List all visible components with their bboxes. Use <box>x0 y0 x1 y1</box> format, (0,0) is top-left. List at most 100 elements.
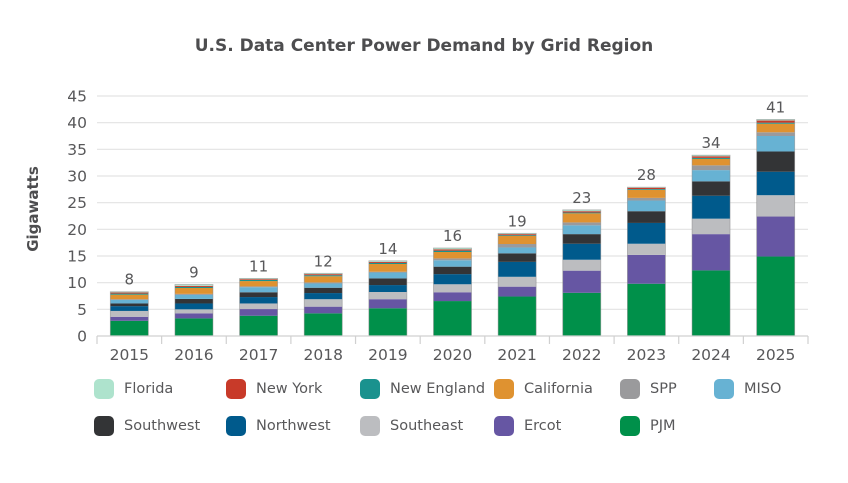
y-tick-label: 40 <box>67 114 87 132</box>
bar-segment-spp <box>756 132 795 136</box>
bar-segment-northwest <box>433 274 472 285</box>
bar-segment-southwest <box>756 151 795 172</box>
bar-segment-miso <box>433 260 472 267</box>
bar-segment-miso <box>110 300 149 304</box>
bar-segment-southeast <box>498 276 537 287</box>
bar-segment-florida <box>368 260 407 262</box>
bar-segment-new-england <box>692 157 731 159</box>
legend-item-spp: SPP <box>620 378 677 400</box>
bar-stack-2024: 34 <box>691 134 731 337</box>
bar-segment-new-york <box>756 120 795 123</box>
legend-item-florida: Florida <box>94 378 173 400</box>
bar-segment-spp <box>498 244 537 248</box>
bar-segment-pjm <box>498 296 537 336</box>
x-tick-label: 2024 <box>691 346 730 364</box>
y-tick-label: 0 <box>77 328 87 346</box>
y-tick-label: 25 <box>67 194 87 212</box>
bar-segment-ercot <box>110 316 149 321</box>
bars: 8 9 11 12 14 16 19 23 28 34 41 <box>109 98 796 337</box>
bar-segment-spp <box>368 271 407 273</box>
chart-title: U.S. Data Center Power Demand by Grid Re… <box>194 36 654 56</box>
legend-item-new-england: New England <box>360 378 485 400</box>
bar-segment-pjm <box>627 283 666 336</box>
bar-total-label: 19 <box>508 212 527 230</box>
bar-segment-florida <box>692 155 731 157</box>
bar-segment-california <box>433 252 472 259</box>
bar-segment-new-england <box>756 122 795 124</box>
bar-segment-southwest <box>433 266 472 275</box>
bar-segment-southeast <box>433 284 472 293</box>
bar-segment-california <box>110 294 149 300</box>
legend-swatch <box>226 416 246 436</box>
bar-segment-southwest <box>692 181 731 196</box>
bar-segment-spp <box>692 165 731 171</box>
legend-swatch <box>620 416 640 436</box>
bar-segment-spp <box>433 258 472 261</box>
bar-segment-northwest <box>692 195 731 219</box>
x-tick-label: 2021 <box>497 346 536 364</box>
bar-segment-southwest <box>498 253 537 262</box>
x-tick-label: 2020 <box>433 346 472 364</box>
bar-stack-2019: 14 <box>368 240 408 337</box>
legend-swatch <box>494 379 514 399</box>
legend-item-southeast: Southeast <box>360 415 463 437</box>
bar-segment-new-england <box>110 293 149 295</box>
legend-item-ercot: Ercot <box>494 415 561 437</box>
legend-swatch <box>94 416 114 436</box>
bar-total-label: 11 <box>249 257 268 275</box>
bar-segment-new-england <box>174 286 213 288</box>
x-tick-label: 2015 <box>110 346 149 364</box>
bar-segment-northwest <box>627 222 666 244</box>
bar-segment-florida <box>562 209 601 212</box>
bar-segment-new-york <box>692 156 731 158</box>
bar-segment-pjm <box>174 318 213 336</box>
legend-label: New England <box>390 381 486 397</box>
bar-segment-northwest <box>498 261 537 277</box>
bar-segment-ercot <box>627 254 666 284</box>
bar-segment-florida <box>756 119 795 121</box>
bar-total-label: 28 <box>637 166 656 184</box>
bar-segment-pjm <box>368 308 407 336</box>
bar-segment-new-york <box>304 274 343 276</box>
bar-segment-ercot <box>304 306 343 314</box>
bar-segment-miso <box>498 247 537 254</box>
bar-segment-pjm <box>692 270 731 336</box>
bar-segment-northwest <box>304 293 343 300</box>
bar-segment-miso <box>692 170 731 182</box>
bar-segment-new-england <box>368 262 407 264</box>
bar-segment-northwest <box>756 171 795 196</box>
legend-swatch <box>360 416 380 436</box>
bar-segment-new-england <box>433 250 472 252</box>
legend-swatch <box>226 379 246 399</box>
bar-segment-southeast <box>239 303 278 310</box>
bar-segment-southwest <box>304 287 343 294</box>
legend-item-pjm: PJM <box>620 415 676 437</box>
bar-segment-pjm <box>239 315 278 336</box>
bar-segment-california <box>562 213 601 223</box>
bar-segment-florida <box>433 248 472 250</box>
x-tick-label: 2017 <box>239 346 278 364</box>
bar-segment-northwest <box>174 303 213 310</box>
bar-total-label: 16 <box>443 227 462 245</box>
bar-segment-new-york <box>562 211 601 213</box>
x-tick-label: 2025 <box>756 346 795 364</box>
bar-segment-new-england <box>562 212 601 214</box>
bar-segment-southeast <box>627 243 666 255</box>
y-tick-label: 5 <box>77 301 87 319</box>
legend-item-northwest: Northwest <box>226 415 331 437</box>
bar-segment-southeast <box>562 259 601 271</box>
bar-segment-california <box>692 158 731 166</box>
legend-label: SPP <box>650 381 677 397</box>
legend-item-southwest: Southwest <box>94 415 200 437</box>
bar-segment-spp <box>562 222 601 226</box>
bar-total-label: 12 <box>314 252 333 270</box>
bar-stack-2022: 23 <box>562 189 602 337</box>
bar-segment-spp <box>304 282 343 284</box>
legend-item-miso: MISO <box>714 378 781 400</box>
x-tick-label: 2022 <box>562 346 601 364</box>
bar-stack-2017: 11 <box>239 257 278 337</box>
y-tick-label: 30 <box>67 168 87 186</box>
bar-stack-2021: 19 <box>497 212 537 337</box>
bar-segment-miso <box>239 287 278 293</box>
bar-segment-new-york <box>498 234 537 236</box>
